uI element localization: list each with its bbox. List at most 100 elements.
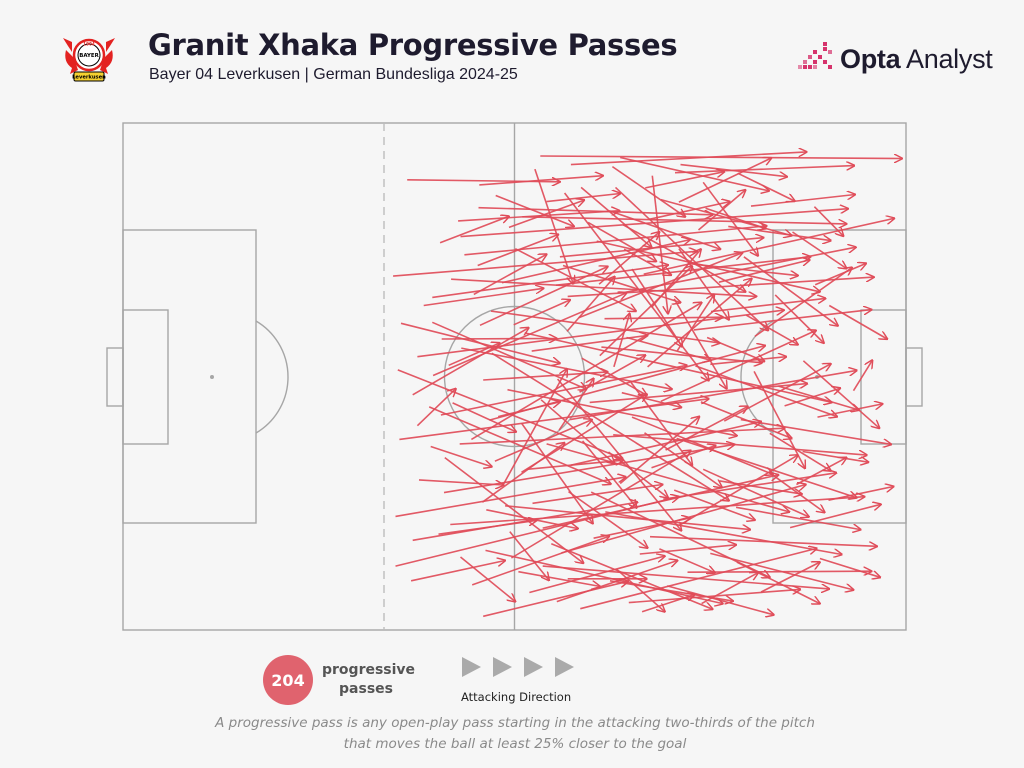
pass-arrow [718,260,810,283]
pass-arrow [611,165,685,217]
pass-arrow [431,321,586,389]
crest-year-text: 1904 [83,42,95,47]
pass-arrow [532,485,663,505]
pass-arrow [651,446,716,469]
pass-arrow [471,536,609,586]
pass-arrow [702,181,758,256]
pass-arrow [789,504,881,529]
pass-arrow [546,443,790,512]
pass-arrow [769,432,831,471]
brand-word-opta: Opta [840,44,901,74]
pass-arrow [514,247,636,311]
pass-arrow [494,420,592,462]
left-penalty-box [122,229,257,524]
pass-arrow [518,570,599,587]
pass-arrow [631,268,682,347]
pass-arrow [593,518,690,539]
pass-arrow [428,406,611,484]
pass-arrow [743,256,838,326]
pass-arrow [481,443,564,503]
pass-arrow [587,221,656,261]
pass-arrow [444,456,584,563]
pass-arrow [613,434,867,455]
pass-arrow [570,152,807,166]
pass-arrow [563,192,709,381]
left-goal [106,347,124,407]
pass-arrow [483,581,628,618]
pass-arrow [620,156,769,191]
pass-arrow [497,402,560,418]
pass-arrow [509,531,549,581]
pass-arrow [507,388,737,436]
pass-arrow [647,279,752,368]
pass-arrow [529,556,664,594]
pass-arrow [580,186,651,247]
attacking-direction-icon [462,657,574,677]
opta-analyst-logo-icon [798,42,832,69]
pass-arrow [470,303,701,441]
pass-arrow [495,194,574,227]
pass-arrow [443,444,735,494]
bayer-leverkusen-crest-icon: 1904 BAYER Leverkusen [63,38,115,82]
pass-arrow [674,166,854,174]
pass-arrow [550,543,712,609]
pass-arrow [649,202,730,221]
attacking-direction-label: Attacking Direction [461,690,572,704]
pass-arrow [802,450,869,463]
pass-arrow [666,585,774,615]
pass-arrow [660,198,792,236]
pass-arrow [650,249,701,309]
pass-arrow [626,336,712,361]
pass-arrow [416,389,455,427]
pass-arrow [784,388,841,407]
pass-arrow [483,372,608,381]
pass-arrow [753,371,805,468]
pass-arrow [432,265,668,299]
pass-arrow [479,267,608,327]
pass-arrow [819,557,880,578]
pass-arrow [644,432,723,488]
pass-arrow [817,404,883,418]
pass-arrow [737,172,795,201]
pitch-markings [106,122,923,631]
pass-arrow [754,268,852,338]
pass-arrow [745,314,798,344]
pass-arrow [601,346,762,363]
pass-arrow [697,190,746,231]
pass-arrow [579,355,646,393]
pass-arrow [526,460,623,471]
pass-arrow [710,357,786,366]
page-subtitle: Bayer 04 Leverkusen | German Bundesliga … [149,66,518,83]
pass-arrow [802,360,879,428]
pass-arrow [412,328,529,396]
footnote-line-2: that moves the ball at least 25% closer … [343,736,687,752]
pass-count-badge: 204 [263,655,313,705]
pass-arrow [559,238,764,258]
pass-arrow [581,357,647,395]
pass-arrow [643,218,895,275]
pass-arrow [705,207,766,228]
pass-arrow [570,422,761,466]
pass-arrow [678,248,729,320]
pass-arrow [639,545,736,555]
pass-count-label: progressive passes [322,662,416,697]
pass-arrow [673,298,727,389]
page-title: Granit Xhaka Progressive Passes [148,28,678,62]
pass-arrow [540,399,615,464]
pass-arrow [510,451,690,559]
pass-arrow [520,422,593,523]
pass-arrow [451,278,756,296]
pass-arrow [673,489,755,520]
pass-arrow [439,216,509,244]
pass-arrow [814,263,866,286]
pass-arrow [589,384,808,404]
pass-arrow [556,561,678,603]
pass-arrow [852,360,873,392]
pass-arrow [828,487,894,501]
pass-arrow [631,416,773,474]
pass-arrow [599,266,692,357]
footnote-line-1: A progressive pass is any open-play pass… [215,715,815,731]
brand-wordmark: Opta Analyst [840,44,993,75]
pass-arrow [566,277,615,332]
